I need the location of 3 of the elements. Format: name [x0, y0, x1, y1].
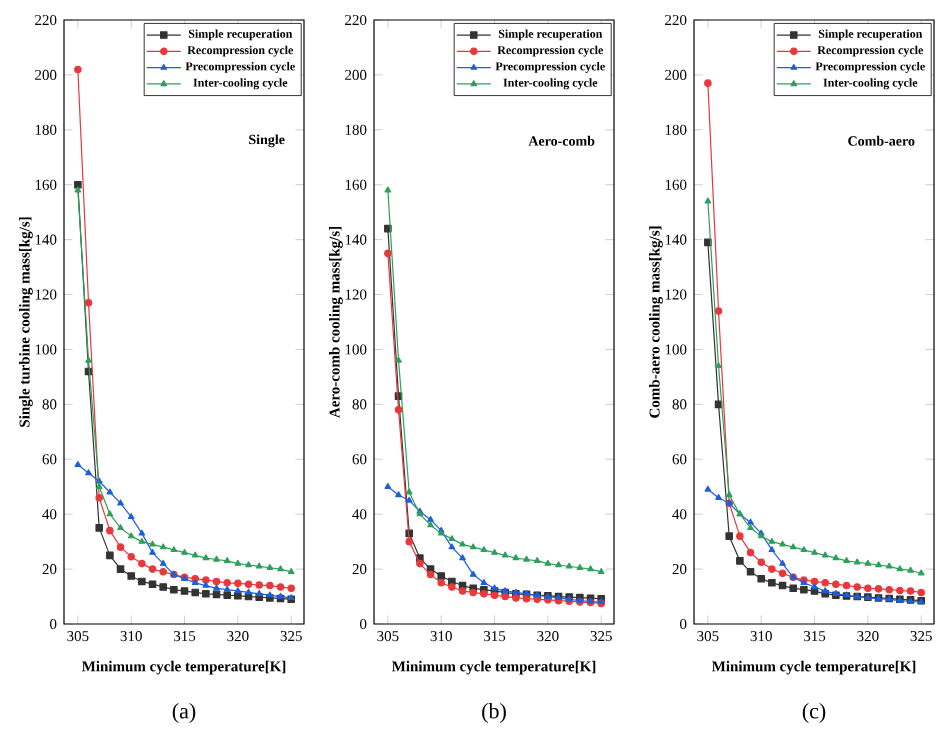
text: (a): [172, 703, 196, 723]
text: (c): [802, 703, 826, 723]
text: (b): [482, 703, 506, 723]
